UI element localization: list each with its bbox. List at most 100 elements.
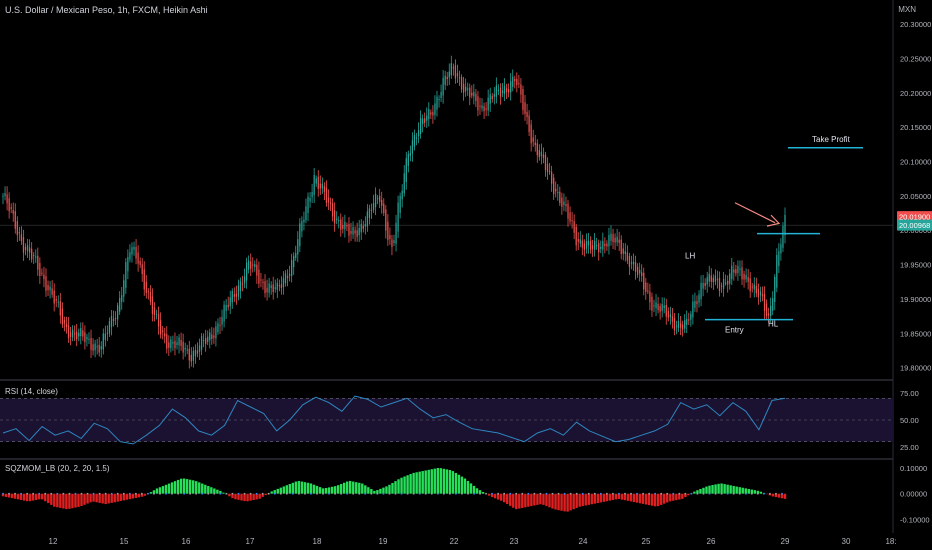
candle-body [727, 280, 729, 285]
candle-body [366, 211, 369, 227]
candle-body [581, 240, 583, 248]
sqz-dot [44, 492, 47, 495]
candle-body [219, 324, 221, 327]
candle-body [389, 235, 391, 239]
candle-body [448, 71, 450, 78]
candle-body [39, 263, 41, 276]
candle-body [606, 243, 608, 247]
candle-body [407, 154, 409, 166]
candle-body [299, 223, 301, 247]
candle-body [200, 336, 203, 350]
candle-body [10, 207, 12, 209]
candle-body [196, 350, 199, 354]
rsi-tick-label: 25.00 [900, 443, 919, 452]
candle-body [213, 335, 215, 338]
candle-body [626, 252, 629, 261]
candle-body [532, 137, 534, 142]
candle-body [612, 234, 614, 243]
candle-body [401, 190, 403, 200]
candle-body [696, 301, 698, 305]
candle-body [114, 317, 117, 319]
candle-body [657, 303, 659, 311]
candle-body [194, 350, 197, 357]
sqz-dot [340, 492, 342, 495]
sqz-dot [479, 492, 481, 495]
sqz-dot [316, 492, 318, 495]
candle-body [250, 261, 252, 269]
candle-body [434, 103, 436, 116]
candle-body [743, 274, 745, 280]
sqz-dot [231, 492, 234, 495]
price-tick-label: 20.25000 [900, 54, 931, 63]
candle-body [440, 91, 442, 98]
sqz-dot [606, 492, 608, 495]
candle-body [458, 77, 461, 79]
price-tick-label: 19.80000 [900, 364, 931, 373]
candle-body [284, 273, 287, 284]
candle-body [49, 286, 51, 291]
candle-body [82, 330, 84, 337]
candle-body [237, 285, 240, 297]
hl-label: HL [768, 320, 779, 329]
candle-body [708, 273, 710, 282]
candle-body [268, 283, 270, 293]
candle-body [706, 277, 708, 285]
candle-body [540, 151, 543, 157]
candle-body [18, 231, 21, 234]
time-tick-label: 22 [450, 537, 459, 546]
candle-body [16, 221, 18, 236]
candle-body [774, 277, 776, 302]
candle-body [718, 278, 721, 292]
candle-body [417, 130, 420, 137]
candle-body [286, 275, 289, 279]
candle-body [245, 262, 248, 281]
sqz-dot [195, 492, 198, 495]
rsi-line [2, 395, 786, 445]
sqz-dot [147, 492, 149, 495]
candle-body [608, 235, 610, 247]
sqz-dot [660, 492, 663, 495]
candle-body [585, 241, 588, 249]
sqz-dot [237, 492, 240, 495]
candle-body [78, 332, 80, 337]
sqz-dot [781, 492, 783, 495]
rsi-label: RSI (14, close) [5, 387, 58, 396]
sqz-dot [461, 492, 463, 495]
candle-body [117, 305, 119, 320]
candle-body [399, 195, 401, 213]
annotation-arrow [734, 202, 776, 224]
sqz-dot [56, 492, 59, 495]
sqz-dot [249, 492, 252, 495]
candle-body [346, 225, 348, 227]
sqz-dot [370, 492, 373, 495]
candle-body [102, 333, 104, 350]
candle-body [368, 208, 371, 218]
candle-body [4, 193, 6, 196]
candle-body [137, 252, 139, 264]
candle-body [227, 304, 229, 308]
sqz-dot [225, 492, 228, 495]
candle-body [422, 118, 424, 125]
sqz-dot [358, 492, 361, 495]
sqz-dot [509, 492, 512, 495]
sqz-dot [104, 492, 107, 495]
candle-body [211, 334, 213, 339]
sqz-dot [593, 492, 596, 495]
candle-body [591, 245, 594, 250]
price-tick-label: 20.05000 [900, 192, 931, 201]
candle-body [26, 245, 29, 252]
candle-body [90, 337, 92, 350]
candle-body [548, 171, 551, 173]
candle-body [202, 340, 205, 342]
sqz-tick-label: -0.10000 [900, 516, 930, 525]
candle-body [413, 134, 416, 147]
sqz-dot [726, 492, 729, 495]
sqz-dot [364, 492, 367, 495]
candle-body [321, 183, 323, 189]
candle-body [567, 203, 569, 219]
candle-body [188, 348, 190, 361]
sqz-dot [648, 492, 650, 495]
candle-body [387, 221, 389, 240]
candle-body [33, 255, 35, 257]
candle-body [530, 124, 532, 144]
